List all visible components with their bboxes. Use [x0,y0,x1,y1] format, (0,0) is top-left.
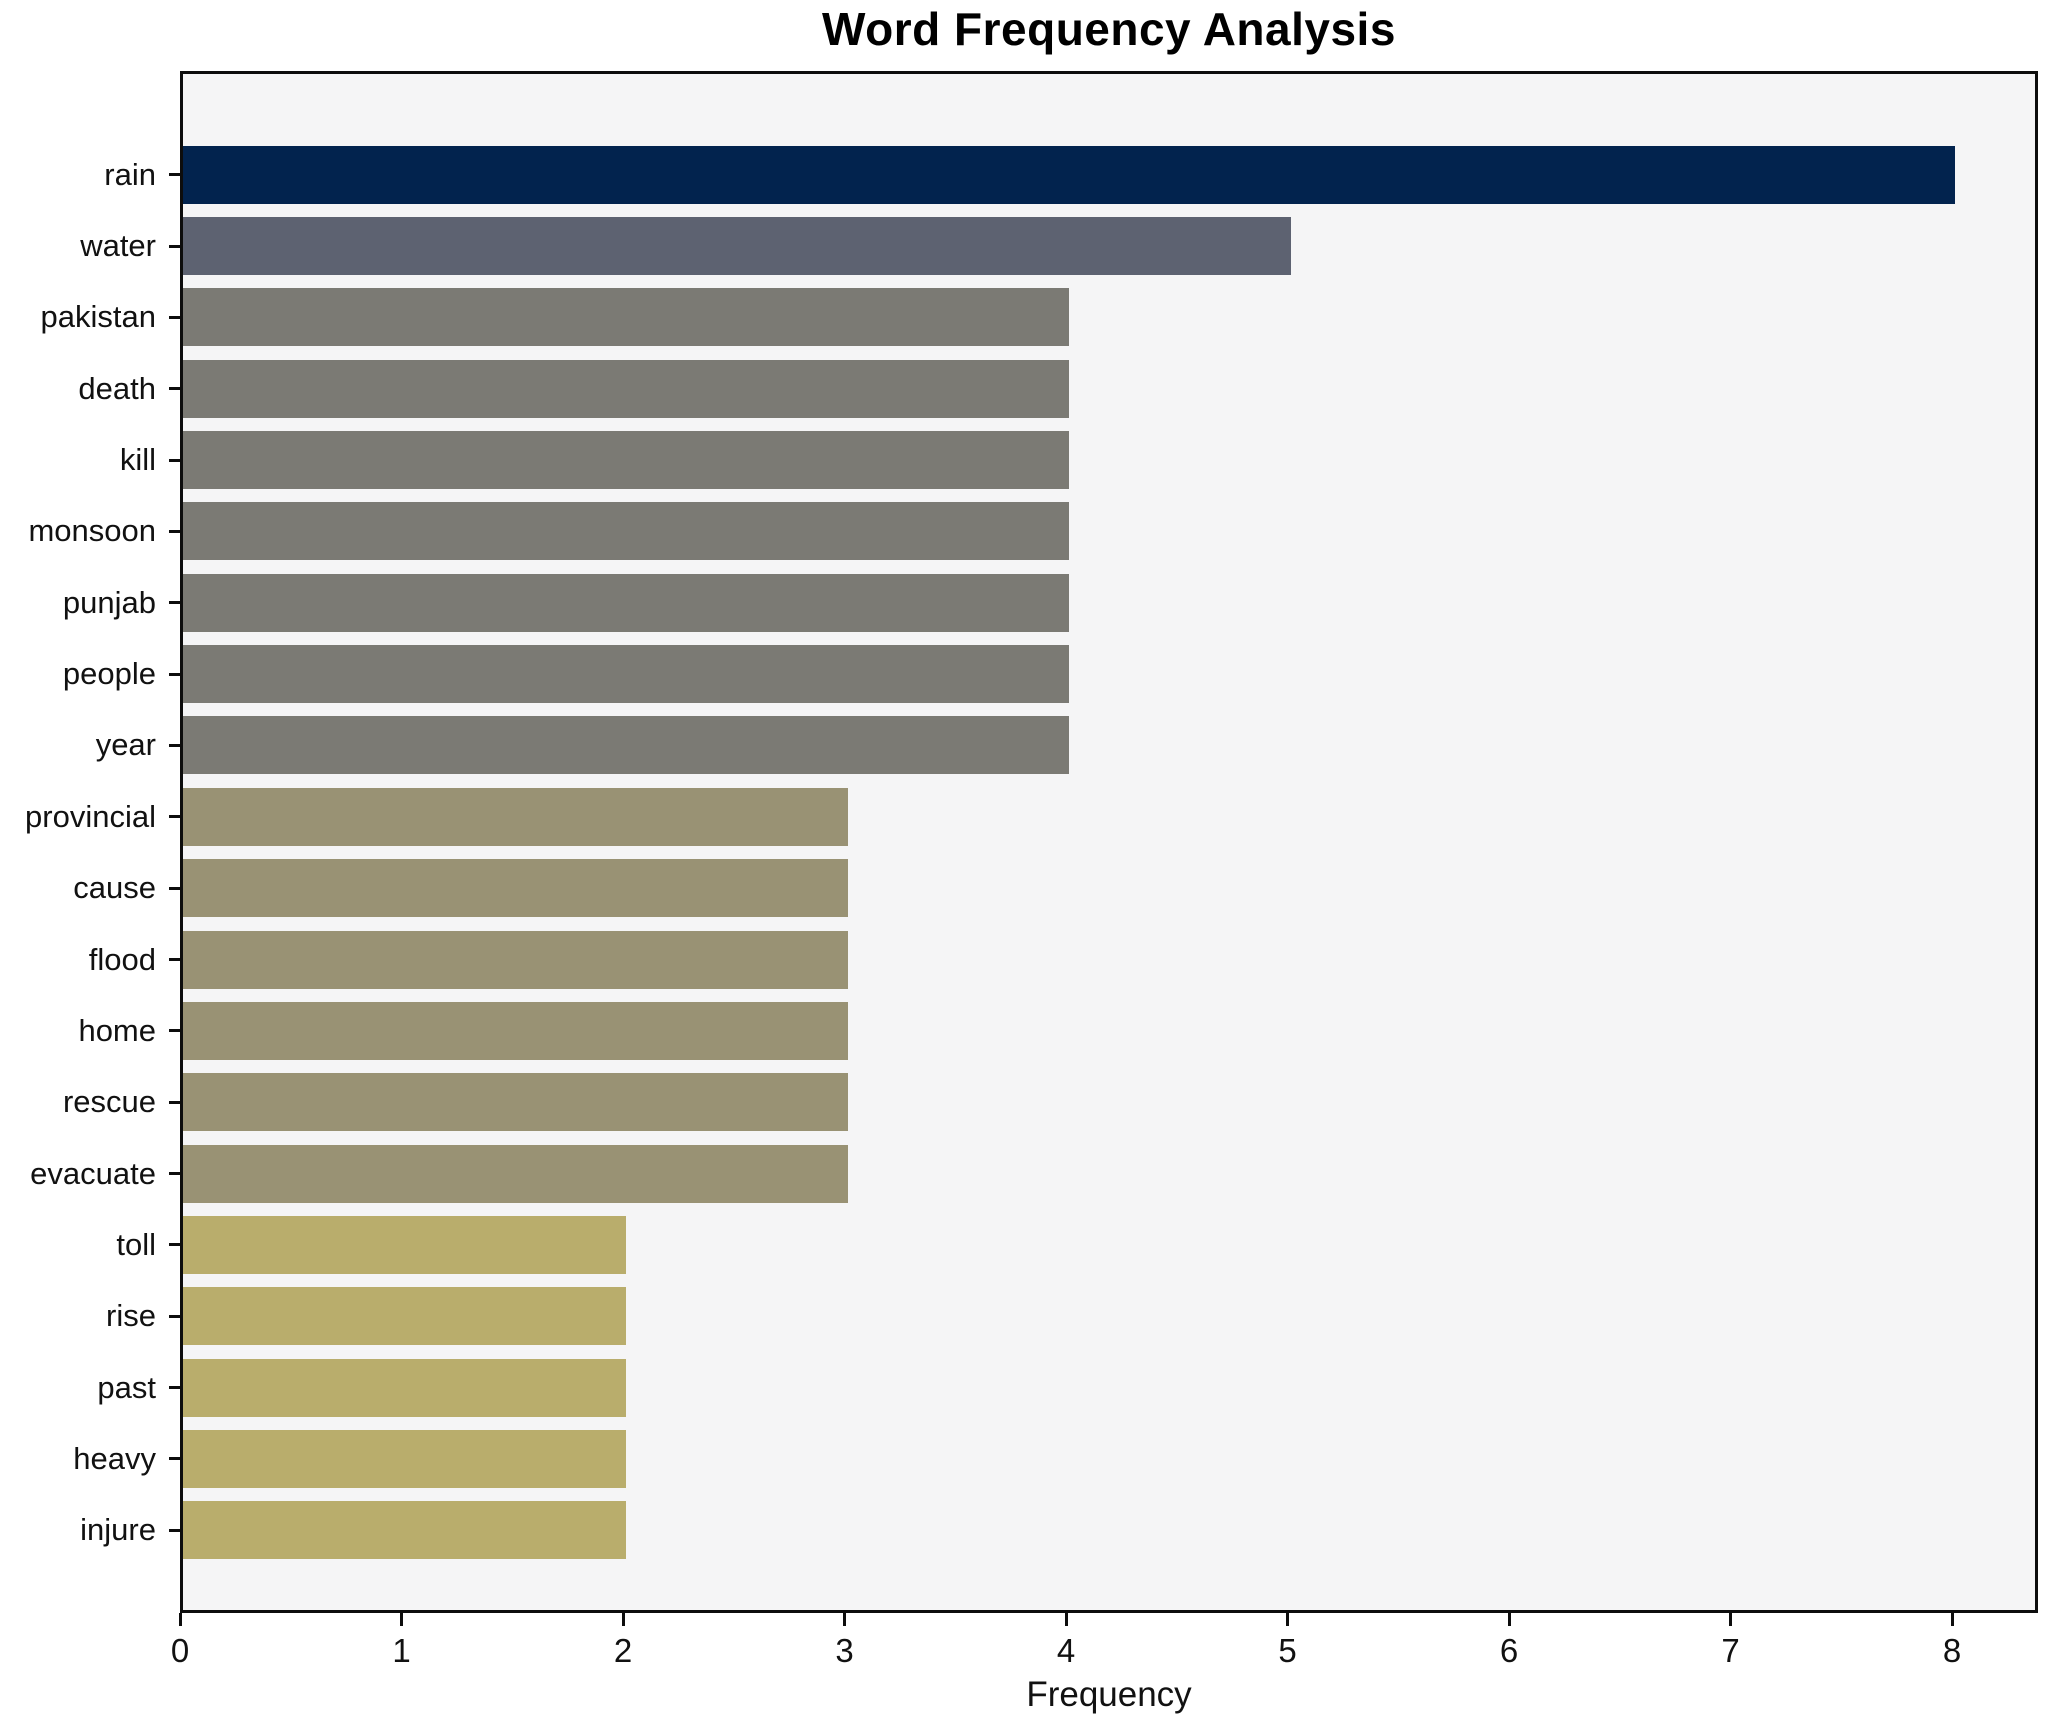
chart-title: Word Frequency Analysis [822,3,1396,55]
y-tick-label-pakistan: pakistan [40,299,156,335]
x-tick-label-0: 0 [170,1632,190,1669]
y-tick-label-cause: cause [73,870,156,906]
bar-evacuate [183,1144,848,1203]
y-tick-label-flood: flood [88,941,156,977]
y-tick-label-rise: rise [106,1298,156,1334]
y-tick-label-past: past [97,1369,156,1405]
bar-provincial [183,787,848,846]
y-tick-mark-heavy [169,1457,180,1461]
bar-cause [183,859,848,918]
bar-rain [183,145,1955,204]
y-tick-label-injure: injure [80,1512,156,1548]
y-tick-label-provincial: provincial [25,798,156,834]
bar-monsoon [183,502,1069,561]
y-tick-mark-rescue [169,1100,180,1104]
y-tick-mark-kill [169,458,180,462]
x-tick-label-1: 1 [392,1632,411,1669]
x-tick-label-4: 4 [1056,1632,1076,1669]
x-tick-mark-2 [621,1613,625,1626]
y-tick-mark-death [169,387,180,391]
y-tick-mark-rise [169,1314,180,1318]
y-tick-label-water: water [80,228,156,264]
bar-toll [183,1215,626,1274]
bar-year [183,716,1069,775]
y-tick-mark-pakistan [169,315,180,319]
bar-people [183,645,1069,704]
x-tick-label-2: 2 [613,1632,633,1669]
x-tick-mark-8 [1950,1613,1954,1626]
x-tick-mark-1 [400,1613,403,1626]
bar-heavy [183,1429,626,1488]
y-tick-mark-year [169,743,180,747]
bar-injure [183,1501,626,1560]
y-tick-label-death: death [78,370,156,406]
bar-pakistan [183,288,1069,347]
y-tick-mark-punjab [169,601,180,605]
x-tick-mark-7 [1729,1613,1732,1626]
x-tick-mark-6 [1507,1613,1511,1626]
bar-rise [183,1287,626,1346]
y-tick-mark-evacuate [169,1172,180,1176]
bar-rescue [183,1073,848,1132]
plot-area [180,71,2038,1613]
y-tick-label-rain: rain [104,156,156,192]
y-tick-label-evacuate: evacuate [30,1155,156,1191]
x-axis-title: Frequency [1026,1675,1192,1714]
y-tick-label-monsoon: monsoon [28,513,156,549]
y-tick-mark-rain [169,173,180,177]
bar-home [183,1001,848,1060]
x-tick-label-5: 5 [1278,1632,1297,1669]
y-tick-label-punjab: punjab [62,584,156,620]
bar-punjab [183,573,1069,632]
y-tick-mark-monsoon [169,529,180,533]
y-tick-mark-provincial [169,815,180,819]
bar-water [183,217,1291,276]
y-tick-mark-toll [169,1243,180,1247]
y-tick-label-toll: toll [116,1226,156,1262]
bar-past [183,1358,626,1417]
y-tick-mark-home [169,1029,180,1033]
x-tick-label-7: 7 [1721,1632,1740,1669]
bar-kill [183,431,1069,490]
y-tick-label-home: home [78,1012,156,1048]
y-tick-mark-past [169,1386,180,1390]
y-tick-mark-flood [169,958,180,962]
x-tick-mark-3 [843,1613,846,1626]
bar-flood [183,930,848,989]
x-tick-mark-4 [1064,1613,1068,1626]
x-tick-mark-0 [178,1613,182,1626]
y-tick-mark-cause [169,886,180,890]
y-tick-label-people: people [62,656,156,692]
x-tick-mark-5 [1286,1613,1289,1626]
y-tick-mark-injure [169,1528,180,1532]
x-tick-label-6: 6 [1499,1632,1519,1669]
y-tick-label-heavy: heavy [73,1440,156,1476]
y-tick-mark-water [169,244,180,248]
y-tick-label-rescue: rescue [62,1084,156,1120]
y-tick-label-kill: kill [119,442,156,478]
x-tick-label-8: 8 [1942,1632,1962,1669]
y-tick-mark-people [169,672,180,676]
y-tick-label-year: year [95,727,156,763]
bar-death [183,359,1069,418]
x-tick-label-3: 3 [835,1632,854,1669]
